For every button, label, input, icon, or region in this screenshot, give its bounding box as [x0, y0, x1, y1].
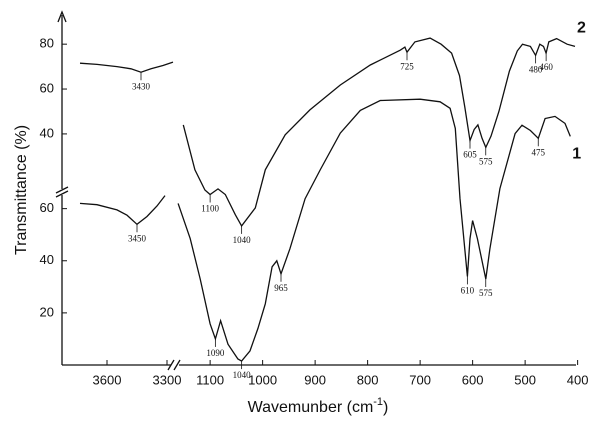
y-break-mark [55, 186, 69, 198]
x-tick-label: 3300 [153, 372, 182, 387]
spectrum-line [79, 98, 571, 362]
x-break-mark [167, 359, 181, 371]
x-tick-label: 400 [567, 372, 589, 387]
y-tick-label: 60 [40, 200, 54, 215]
peak-label: 965 [274, 283, 288, 293]
peak-label: 725 [400, 61, 414, 71]
x-tick-label: 800 [357, 372, 379, 387]
peak-label: 3430 [132, 81, 151, 91]
peak-label: 480 [529, 64, 543, 74]
peak-label: 3450 [128, 233, 147, 243]
y-tick-label: 20 [40, 304, 54, 319]
peak-label: 575 [479, 288, 493, 298]
peak-label: 475 [532, 147, 546, 157]
y-break-gap [55, 189, 69, 195]
x-axis-label-end: ) [383, 399, 388, 416]
peak-label: 460 [539, 62, 553, 72]
y-axis-label: Transmittance (%) [13, 125, 30, 255]
y-tick-label: 80 [40, 36, 54, 51]
peak-label: 605 [463, 150, 477, 160]
series-label: 1 [572, 146, 581, 163]
x-tick-label: 700 [409, 372, 431, 387]
peak-label: 1040 [233, 235, 252, 245]
x-axis-label-main: Wavemunber (cm [248, 399, 374, 416]
x-tick-label: 1100 [196, 372, 224, 387]
x-break-gap [171, 358, 179, 372]
peak-label: 1100 [201, 204, 219, 214]
peak-label: 1090 [206, 348, 225, 358]
peak-label: 610 [461, 285, 475, 295]
y-axis-arrow [57, 10, 67, 23]
x-axis-label-sup: -1 [373, 396, 383, 408]
y-tick-label: 60 [40, 80, 54, 95]
peak-label: 575 [479, 156, 493, 166]
series-label: 2 [577, 20, 586, 37]
spectrum-line [79, 37, 576, 228]
x-tick-label: 900 [304, 372, 326, 387]
x-axis-label: Wavemunber (cm-1) [248, 396, 389, 416]
x-tick-label: 600 [462, 372, 484, 387]
x-tick-label: 1000 [248, 372, 277, 387]
y-tick-label: 40 [40, 125, 54, 140]
x-tick-label: 500 [514, 372, 536, 387]
peak-label: 1040 [233, 370, 252, 380]
y-tick-label: 40 [40, 252, 54, 267]
x-tick-label: 3600 [93, 372, 122, 387]
